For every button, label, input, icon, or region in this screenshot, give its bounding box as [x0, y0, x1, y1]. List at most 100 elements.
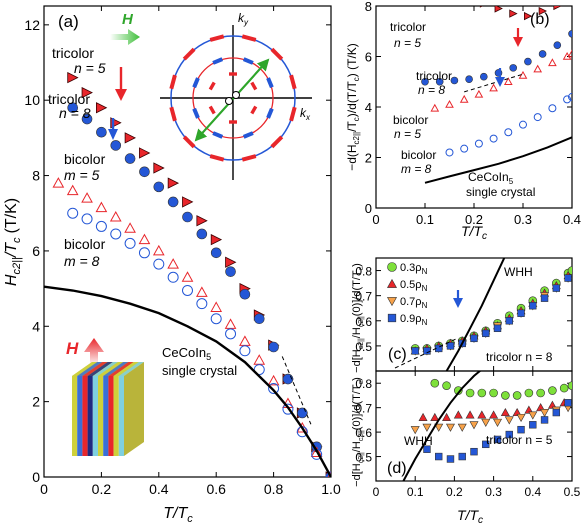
panel-b-ylabel: −d(Hc2||/Tc)/d(T/Tc) (T/K): [345, 43, 361, 171]
annot-c-tricolor8: tricolor n = 8: [486, 350, 553, 364]
d-series-0-9-n-point: [493, 435, 502, 444]
a-series-tricolor-n-8-point: [110, 140, 122, 151]
a-series-tricolor-n-5-point: [124, 132, 136, 144]
ytick-label-b: 8: [365, 0, 372, 14]
ytick-label-a: 8: [32, 168, 40, 184]
a-series-tricolor-n-5-point: [210, 233, 223, 246]
xtick-label-b: 0.4: [563, 212, 581, 227]
c-series-0-9-n-point: [564, 274, 572, 282]
annot-d-whh: WHH: [404, 434, 433, 448]
c-series-0-9-n-point: [517, 309, 525, 317]
a-series-bicolor-m-8-point: [81, 213, 93, 225]
spin-arrow-middle: [192, 107, 200, 119]
c-series-0-9-n-point: [505, 317, 513, 325]
panel-a-plot: [44, 71, 331, 477]
a-series-tricolor-n-8-point: [210, 247, 222, 259]
d-series-0-7-n-point: [481, 418, 491, 427]
a-series-tricolor-n-5-point: [182, 196, 194, 208]
d-series-0-3-n-point: [536, 388, 545, 398]
spin-arrow-outer: [289, 106, 297, 122]
panel-a-frame: [43, 5, 332, 478]
b-series-tricolor-n-5-point: [494, 6, 503, 13]
kink-arrow-blue-b: [495, 68, 505, 87]
legend-marker-0: [387, 262, 397, 272]
stack-layer-top: [87, 362, 113, 376]
a-series-tricolor-n-8-point: [182, 211, 193, 223]
panel-b-plot: [421, 0, 576, 184]
annot-a-cecoin5: CeCoIn5: [162, 345, 211, 362]
a-series-tricolor-n-8-point: [139, 166, 150, 178]
a-series-tricolor-n-8-point: [124, 153, 136, 164]
kink-arrow-red-a: [115, 67, 127, 101]
c-series-0-9-n-point: [552, 284, 561, 292]
panel-b: 0 2 4 6 8 0 0.1 0.2 0.3 0.4 (b) tricolor n = 5 tr…: [345, 0, 581, 242]
b-series-bicolor-m-8-point: [519, 120, 527, 129]
b-series-tricolor-n-8: [421, 29, 572, 86]
d-series-0-3-n-point: [501, 391, 510, 400]
annot-b-tricolor8-n: n = 8: [418, 83, 445, 97]
a-series-tricolor-n-8-point: [296, 407, 308, 419]
c-series-0-9-n-point: [529, 302, 537, 310]
b-series-tricolor-n-8-point: [479, 72, 488, 81]
sample-illustration: H: [66, 338, 144, 456]
ytick-label-c: 0.6: [355, 315, 372, 329]
a-series-bicolor-m-8-point: [182, 284, 193, 296]
spin-arrow-middle: [242, 131, 254, 139]
b-series-tricolor-n-5-point: [509, 9, 518, 18]
panel-a-ticks: 0 2 4 6 8 10 12 0 0.2 0.4 0.6 0.8 1.0: [24, 6, 341, 497]
a-series-cecoin5-single-crystal: [44, 285, 331, 477]
a-series-bicolor-n-5-point: [181, 271, 194, 282]
annot-a-single-crystal: single crystal: [162, 363, 237, 378]
c-series-0-3-n-point: [567, 266, 572, 275]
annot-b-tricolor5-n: n = 5: [394, 36, 421, 50]
d-series-0-3-n-point: [489, 388, 498, 398]
a-series-tricolor-n-5-point: [96, 102, 108, 114]
d-series-0-9-n: [423, 399, 572, 463]
xtick-label-b: 0.1: [416, 212, 434, 227]
a-series-tricolor-n-8-point: [167, 196, 179, 208]
a-series-bicolor-n-5-point: [267, 374, 280, 386]
d-series-0-9-n-point: [470, 447, 478, 456]
annot-a-tricolor5-n: n = 5: [74, 60, 106, 76]
inset-ky-label: ky: [238, 11, 249, 27]
d-series-0-5-n-point: [465, 410, 475, 419]
a-series-bicolor-n-5-point: [66, 184, 79, 196]
c-series-0-9-n-point: [423, 347, 431, 355]
panel-cd-ylabel-lower: −d[Hc2||/Hc2||(0)]/d(T/Tc): [351, 377, 365, 487]
b-series-tricolor-n-5-point: [538, 6, 547, 16]
b-series-bicolor-m-8-point: [568, 92, 572, 101]
d-series-0-3-n-point: [430, 378, 440, 388]
panel-a-xlabel: T/Tc: [163, 505, 193, 525]
ytick-label-a: 12: [24, 17, 40, 33]
xtick-label-d: 0.4: [524, 485, 541, 499]
a-series-bicolor-m-8-point: [167, 271, 179, 283]
b-series-tricolor-n-5-point: [569, 0, 576, 4]
a-series-bicolor-m-8-point: [268, 382, 280, 394]
stack-layer-top: [72, 362, 98, 376]
b-series-tricolor-n-8-point: [509, 64, 518, 72]
b-series-bicolor-n-5-point: [459, 94, 469, 103]
a-series-bicolor-n-5-point: [310, 446, 323, 458]
a-series-tricolor-n-8-point: [81, 113, 93, 125]
b-series-bicolor-m-8-point: [460, 144, 469, 153]
stack-side: [124, 362, 144, 456]
b-series-bicolor-m-8-point: [445, 148, 454, 157]
inset-center-dot-2: [232, 91, 240, 99]
legend-label-05: 0.5ρN: [400, 279, 428, 293]
c-series-0-9-n-point: [482, 329, 490, 338]
c-series-0-9-n-point: [540, 294, 549, 302]
b-series-tricolor-n-8-point: [465, 75, 473, 84]
stack-layer-top: [92, 362, 118, 376]
inset-kx-label: kx: [300, 106, 311, 122]
a-series-tricolor-n-8-point: [239, 288, 251, 300]
ytick-label-a: 10: [24, 92, 40, 108]
legend-label-09: 0.9ρN: [400, 313, 428, 327]
legend-marker-3: [387, 313, 397, 323]
inset-fermi-surface-outer: [170, 35, 296, 161]
ytick-label-d: 0.6: [355, 426, 372, 440]
a-series-tricolor-n-8-point: [67, 102, 78, 114]
xtick-label-a: 0.6: [206, 481, 226, 497]
panel-d-plot: [402, 371, 572, 481]
d-series-0-3-n-point: [524, 388, 534, 398]
spin-arrow-inner: [208, 81, 216, 91]
